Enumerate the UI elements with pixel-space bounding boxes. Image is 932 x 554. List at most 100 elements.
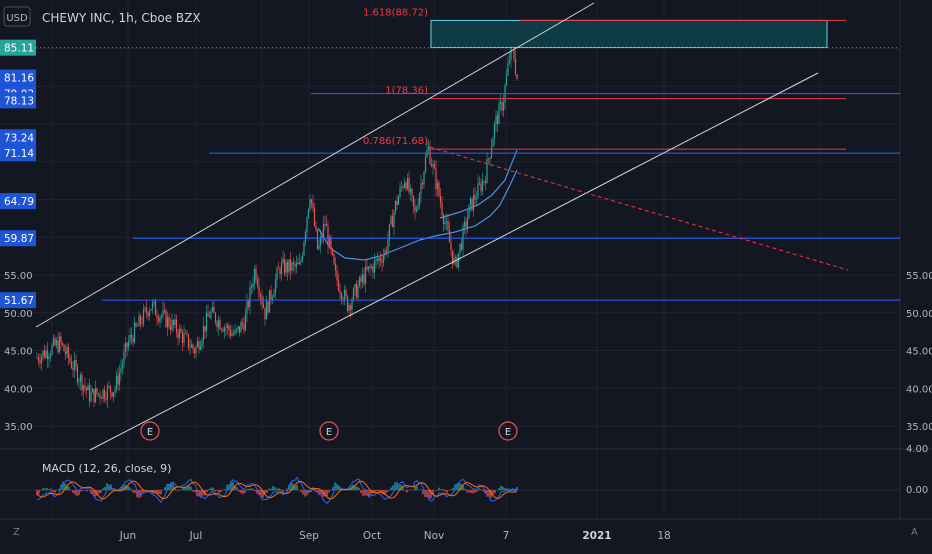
candle-body (225, 327, 226, 328)
price-level-tag: 59.87 (4, 233, 34, 245)
candle-body (240, 322, 241, 332)
macd-histogram-bar (494, 490, 495, 493)
macd-histogram-bar (338, 486, 339, 491)
price-axis-tick-label: 45.00 (906, 347, 932, 358)
earnings-marker-glyph: E (147, 427, 153, 438)
macd-histogram-bar (218, 490, 219, 493)
candle-body (300, 260, 301, 262)
macd-histogram-bar (86, 490, 87, 491)
macd-histogram-bar (276, 489, 277, 491)
candle-body (359, 277, 360, 286)
candle-body (194, 349, 195, 353)
candle-body (449, 230, 450, 242)
macd-histogram-bar (442, 489, 443, 490)
candle-body (438, 183, 439, 196)
candle-body (416, 209, 417, 211)
candle-body (417, 206, 418, 209)
macd-histogram-bar (278, 488, 279, 490)
macd-histogram-bar (50, 489, 51, 491)
candle-body (161, 316, 162, 317)
candle-body (488, 159, 489, 160)
candle-body (456, 257, 457, 267)
candle-body (435, 168, 436, 189)
candle-body (362, 275, 363, 282)
candle-body (221, 329, 222, 330)
candle-body (246, 301, 247, 314)
candle-body (147, 313, 148, 316)
candle-body (96, 388, 97, 394)
macd-histogram-bar (184, 488, 185, 491)
auto-scale-button-right[interactable]: A (911, 527, 918, 538)
candle-body (84, 385, 85, 387)
candle-body (69, 358, 70, 361)
time-axis-label: Jun (119, 530, 136, 542)
candle-body (335, 264, 336, 270)
macd-histogram-bar (58, 489, 59, 491)
candle-body (282, 259, 283, 263)
candle-body (269, 290, 270, 312)
candle-body (495, 116, 496, 124)
candle-body (137, 326, 138, 327)
candle-body (231, 333, 232, 335)
candle-body (234, 330, 235, 334)
candle-body (144, 308, 145, 309)
candle-body (372, 266, 373, 272)
candle-body (380, 258, 381, 261)
candle-body (245, 314, 246, 331)
candle-body (134, 323, 135, 343)
macd-histogram-bar (180, 490, 181, 491)
candle-body (263, 304, 264, 308)
auto-scale-button-left[interactable]: Z (13, 527, 20, 538)
candle-body (270, 290, 271, 299)
macd-histogram-bar (46, 488, 47, 490)
macd-histogram-bar (468, 490, 469, 493)
candle-body (290, 259, 291, 271)
macd-histogram-bar (140, 490, 141, 497)
target-zone-box (431, 20, 827, 47)
candle-body (338, 280, 339, 290)
candle-body (500, 102, 501, 104)
candle-body (72, 368, 73, 370)
candle-body (419, 194, 420, 206)
symbol-title[interactable]: CHEWY INC, 1h, Cboe BZX (42, 11, 201, 25)
candle-body (135, 323, 136, 326)
candle-body (179, 329, 180, 339)
candle-body (341, 293, 342, 299)
macd-histogram-bar (392, 485, 393, 490)
macd-axis-label: 0.00 (906, 485, 928, 496)
candle-body (396, 201, 397, 205)
candle-body (465, 222, 466, 228)
candle-body (428, 147, 429, 150)
candle-body (312, 203, 313, 208)
candle-body (54, 338, 55, 345)
candle-body (176, 319, 177, 332)
macd-label[interactable]: MACD (12, 26, close, 9) (42, 462, 171, 475)
candle-body (239, 326, 240, 332)
candle-body (165, 310, 166, 327)
macd-histogram-bar (102, 488, 103, 490)
macd-histogram-bar (214, 490, 215, 492)
candle-body (431, 164, 432, 166)
price-level-tag: 73.24 (4, 132, 34, 144)
candle-body (203, 326, 204, 340)
macd-histogram-bar (80, 490, 81, 491)
price-level-tag: 81.16 (4, 72, 34, 84)
macd-histogram-bar (266, 490, 267, 493)
candle-body (89, 385, 90, 401)
price-axis-tick-label: 50.00 (906, 309, 932, 320)
macd-histogram-bar (410, 490, 411, 491)
candle-body (255, 268, 256, 279)
candle-body (119, 373, 120, 385)
macd-histogram-bar (248, 489, 249, 491)
candle-body (464, 222, 465, 227)
candle-body (78, 382, 79, 383)
candle-body (185, 333, 186, 334)
candle-body (471, 198, 472, 210)
macd-histogram-bar (236, 487, 237, 490)
macd-histogram-bar (130, 489, 131, 491)
candle-body (320, 236, 321, 245)
macd-histogram-bar (268, 489, 269, 491)
candle-body (294, 264, 295, 267)
